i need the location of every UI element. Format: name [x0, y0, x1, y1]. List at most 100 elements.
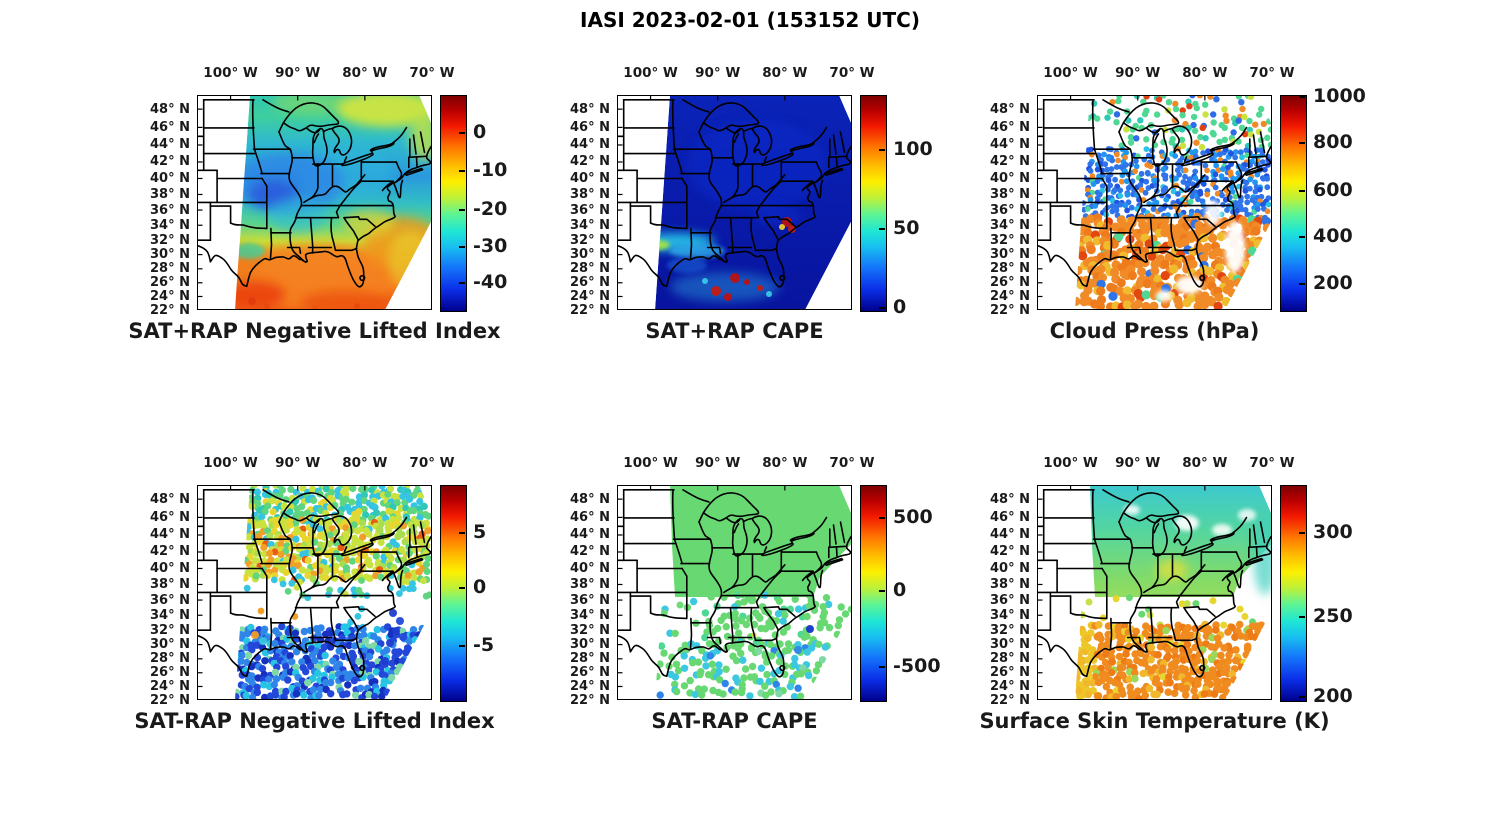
colorbar-tick-mark: [459, 282, 465, 285]
lon-tick-label: 90° W: [275, 455, 321, 471]
lat-tick-label: 22° N: [150, 302, 190, 318]
colorbar-tick-label: 200: [1313, 272, 1353, 295]
colorbar-tick-label: 500: [893, 506, 933, 529]
lat-tick-label: 40° N: [570, 170, 610, 186]
data-layer: [235, 485, 432, 700]
lat-tick-label: 26° N: [570, 665, 610, 681]
colorbar-sat-plus-rap-nli: [440, 95, 467, 312]
lat-tick-label: 44° N: [150, 137, 190, 153]
colorbar-tick-label: -500: [893, 654, 941, 677]
figure-title: IASI 2023-02-01 (153152 UTC): [580, 8, 920, 32]
lat-tick-label: 38° N: [570, 576, 610, 592]
panel-sat-minus-rap-cape: 100° W 90° W 80° W 70° W 48° N 46° N 44° N 42° …: [560, 445, 980, 745]
lat-tick-label: 42° N: [570, 154, 610, 170]
map-frame: [197, 95, 432, 310]
colorbar-tick-mark: [879, 306, 885, 309]
lat-tick-label: 24° N: [990, 288, 1030, 304]
lat-tick-label: 48° N: [150, 101, 190, 117]
panel-cloud-press: 100° W 90° W 80° W 70° W 48° N 46° N 44° N 42° …: [980, 55, 1400, 355]
lon-tick-label: 70° W: [409, 455, 455, 471]
lon-tick-label: 70° W: [409, 65, 455, 81]
lat-tick-label: 44° N: [570, 527, 610, 543]
map-sat-minus-rap-cape: [617, 485, 852, 700]
lon-tick-label: 100° W: [203, 65, 258, 81]
colorbar-tick-mark: [459, 587, 465, 590]
colorbar-tick-label: 200: [1313, 684, 1353, 707]
colorbar-tick-label: 0: [473, 120, 487, 143]
colorbar-surface-skin-temp: [1280, 485, 1307, 702]
lat-tick-label: 32° N: [150, 232, 190, 248]
lat-tick-label: 42° N: [150, 544, 190, 560]
lat-tick-label: 30° N: [570, 247, 610, 263]
colorbar-tick-mark: [879, 517, 885, 520]
lat-tick-label: 28° N: [990, 651, 1030, 667]
lat-tick-label: 36° N: [150, 592, 190, 608]
lat-tick-label: 48° N: [570, 101, 610, 117]
lat-tick-label: 40° N: [150, 170, 190, 186]
lat-tick-label: 46° N: [990, 119, 1030, 135]
panel-sat-plus-rap-nli: 100° W 90° W 80° W 70° W 48° N 46° N 44° N 42° …: [128, 55, 560, 355]
lat-tick-label: 36° N: [570, 592, 610, 608]
lat-tick-label: 42° N: [570, 544, 610, 560]
lat-tick-label: 22° N: [570, 692, 610, 708]
lon-tick-label: 90° W: [275, 65, 321, 81]
colorbar-tick-label: 0: [893, 295, 907, 318]
colorbar-tick-label: -30: [473, 234, 508, 257]
lat-tick-label: 34° N: [570, 607, 610, 623]
lat-tick-label: 46° N: [570, 509, 610, 525]
colorbar-tick-mark: [879, 148, 885, 151]
lon-tick-label: 80° W: [1182, 65, 1228, 81]
map-sat-minus-rap-nli: [197, 485, 432, 700]
lat-tick-label: 24° N: [150, 288, 190, 304]
panel-title-surface-skin-temp: Surface Skin Temperature (K): [979, 709, 1330, 733]
lat-tick-label: 30° N: [570, 637, 610, 653]
colorbar-tick-mark: [1299, 695, 1305, 698]
lat-tick-label: 28° N: [150, 261, 190, 277]
colorbar-tick-mark: [1299, 96, 1305, 99]
lat-tick-label: 22° N: [990, 692, 1030, 708]
lat-tick-label: 32° N: [150, 622, 190, 638]
map-frame: [197, 485, 432, 700]
colorbar-tick-mark: [459, 245, 465, 248]
colorbar-tick-label: 5: [473, 521, 487, 544]
lat-tick-label: 30° N: [150, 247, 190, 263]
lon-tick-label: 80° W: [762, 65, 808, 81]
lat-tick-label: 34° N: [990, 217, 1030, 233]
lon-tick-label: 80° W: [1182, 455, 1228, 471]
colorbar-tick-mark: [1299, 189, 1305, 192]
lon-tick-label: 100° W: [1043, 65, 1098, 81]
lat-tick-label: 24° N: [150, 678, 190, 694]
colorbar-tick-label: 0: [893, 579, 907, 602]
lat-tick-label: 36° N: [150, 202, 190, 218]
lat-tick-label: 22° N: [150, 692, 190, 708]
lon-tick-label: 100° W: [623, 455, 678, 471]
lat-tick-label: 30° N: [990, 637, 1030, 653]
lat-tick-label: 42° N: [150, 154, 190, 170]
lat-tick-label: 36° N: [990, 202, 1030, 218]
lat-tick-label: 32° N: [990, 622, 1030, 638]
colorbar-sat-minus-rap-nli: [440, 485, 467, 702]
lat-tick-label: 44° N: [570, 137, 610, 153]
lat-tick-label: 36° N: [570, 202, 610, 218]
colorbar-tick-mark: [1299, 235, 1305, 238]
lat-tick-label: 28° N: [570, 261, 610, 277]
lat-tick-label: 22° N: [990, 302, 1030, 318]
lat-tick-label: 48° N: [150, 491, 190, 507]
lat-tick-label: 22° N: [570, 302, 610, 318]
lat-tick-label: 32° N: [570, 232, 610, 248]
colorbar-tick-mark: [879, 228, 885, 231]
lat-tick-label: 24° N: [570, 288, 610, 304]
colorbar-tick-mark: [1299, 283, 1305, 286]
colorbar-tick-label: -10: [473, 159, 508, 182]
colorbar-tick-label: 0: [473, 576, 487, 599]
lat-tick-label: 38° N: [990, 186, 1030, 202]
map-frame: [617, 95, 852, 310]
lat-tick-label: 40° N: [990, 560, 1030, 576]
lat-tick-label: 42° N: [990, 544, 1030, 560]
colorbar-tick-mark: [459, 645, 465, 648]
lat-tick-label: 32° N: [990, 232, 1030, 248]
colorbar-tick-label: 300: [1313, 521, 1353, 544]
lat-tick-label: 38° N: [150, 186, 190, 202]
lat-tick-label: 34° N: [150, 217, 190, 233]
